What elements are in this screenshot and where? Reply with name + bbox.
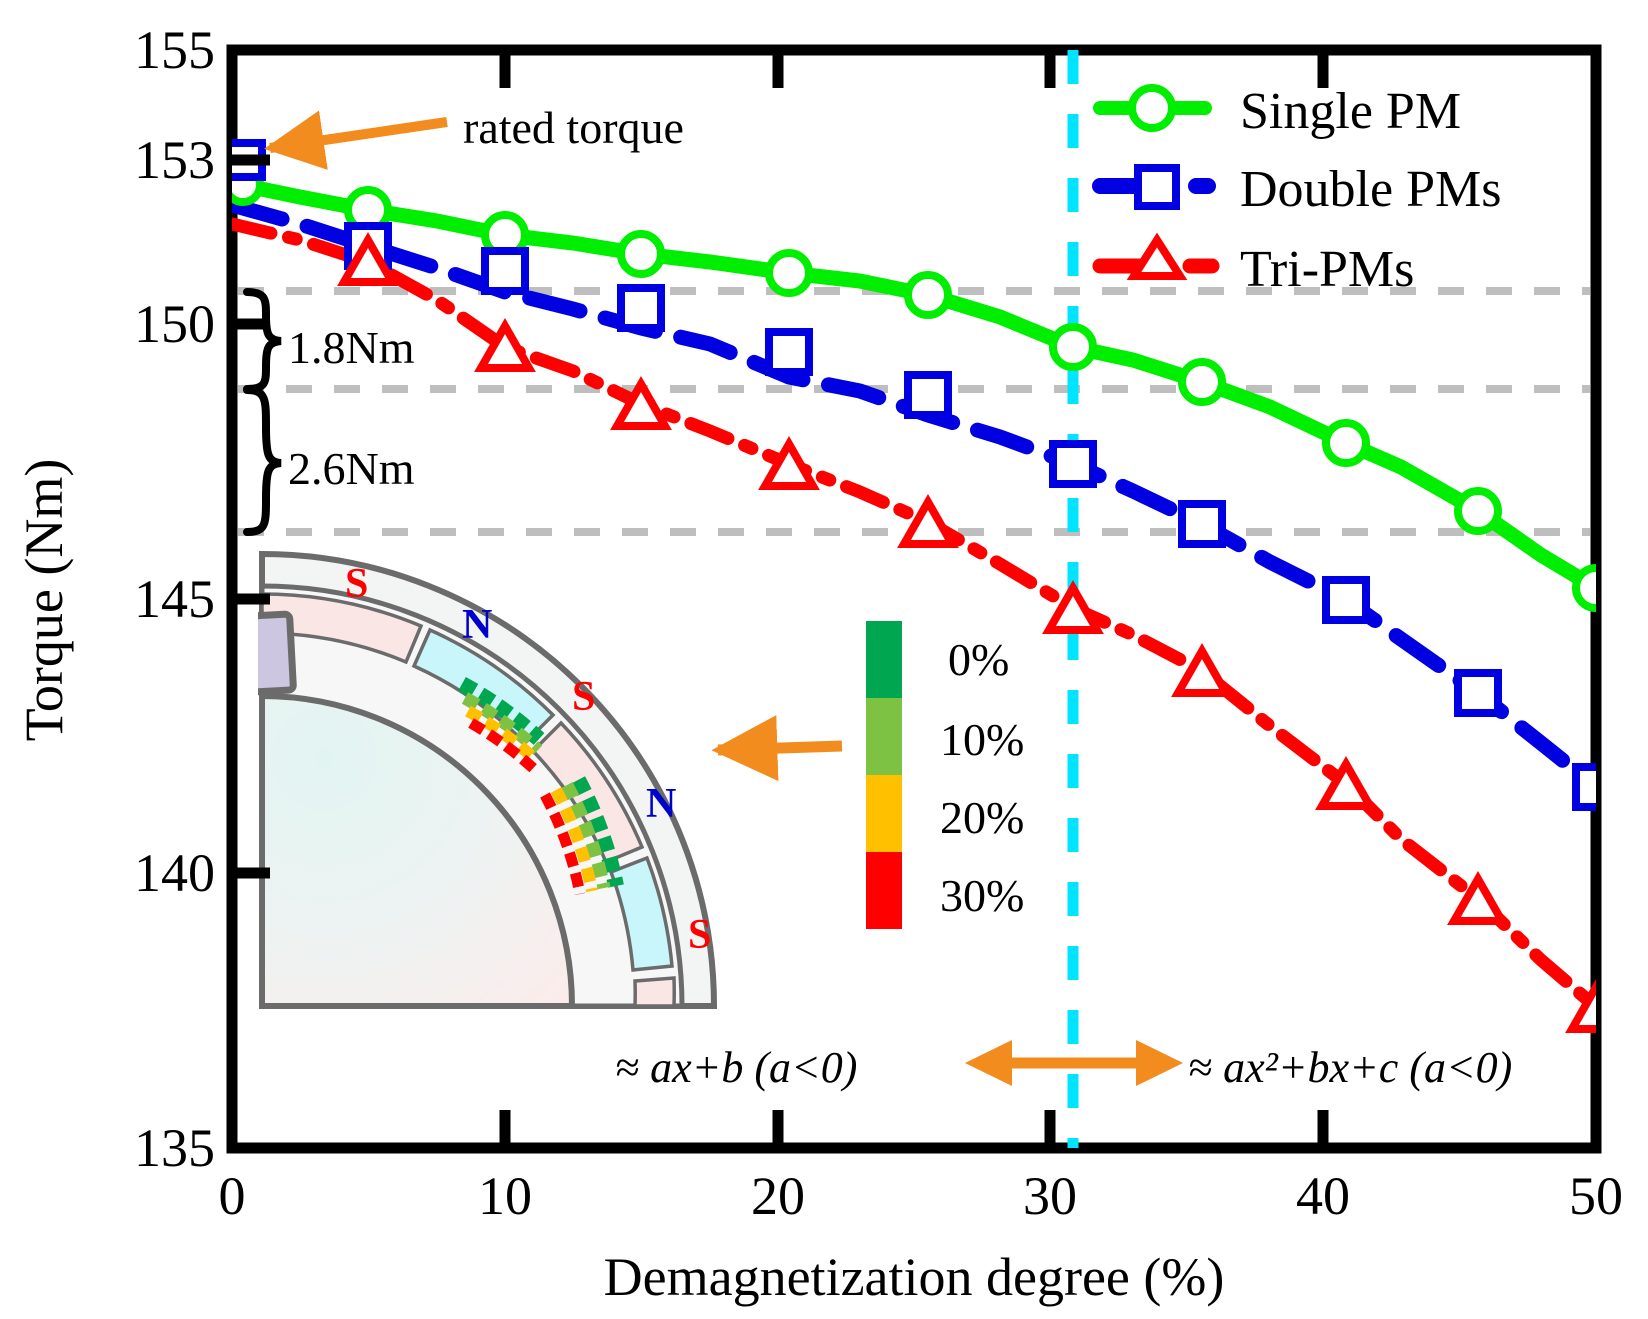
pole-label-s3: S	[688, 912, 711, 958]
pole-label-s2: S	[572, 674, 595, 720]
y-axis-title: Torque (Nm)	[14, 459, 74, 742]
colorbar-swatch-0	[866, 621, 902, 698]
y-tick-150: 150	[134, 294, 215, 354]
y-axis-tick-labels: 155 153 150 145 140 135	[134, 20, 215, 1178]
x-axis-title: Demagnetization degree (%)	[604, 1247, 1225, 1307]
colorbar-label-10: 10%	[940, 714, 1024, 765]
rated-torque-label: rated torque	[463, 102, 684, 153]
colorbar-pointer-arrow	[711, 715, 843, 782]
x-axis-ticks	[499, 50, 1329, 1148]
x-axis-tick-labels: 0 10 20 30 40 50	[219, 1166, 1624, 1226]
demagnetization-overlay	[458, 676, 624, 896]
x-tick-40: 40	[1296, 1166, 1350, 1226]
legend-marker-circle-icon	[1128, 84, 1176, 132]
colorbar-swatch-10	[866, 698, 902, 775]
series-markers-tri-pms	[337, 231, 1596, 1033]
y-tick-140: 140	[134, 843, 215, 903]
rated-torque-annotation: rated torque	[264, 102, 684, 170]
y-tick-155: 155	[134, 20, 215, 80]
colorbar-swatch-20	[866, 775, 902, 852]
legend-label-double-pms: Double PMs	[1240, 161, 1501, 218]
double-arrow-icon	[965, 1040, 1183, 1086]
y-tick-135: 135	[134, 1118, 215, 1178]
gap-brackets	[243, 288, 282, 536]
magnet-band	[260, 592, 676, 1008]
y-tick-153: 153	[134, 130, 215, 190]
colorbar-swatch-30	[866, 852, 902, 929]
legend-item-tri-pms[interactable]: Tri-PMs	[1092, 232, 1414, 298]
legend-label-tri-pms: Tri-PMs	[1240, 241, 1414, 298]
demagnetization-colorbar: 0% 10% 20% 30%	[866, 621, 1024, 929]
stator-slots	[258, 610, 297, 696]
pole-label-n1: N	[462, 602, 492, 648]
x-tick-20: 20	[751, 1166, 805, 1226]
legend-label-single-pm: Single PM	[1240, 83, 1461, 140]
motor-cross-section-inset: S N S N S	[258, 550, 718, 1009]
legend-marker-triangle-icon	[1126, 232, 1188, 280]
colorbar-label-30: 30%	[940, 870, 1024, 921]
legend-item-single-pm[interactable]: Single PM	[1093, 83, 1461, 140]
formula-right-label: ≈ ax²+bx+c (a<0)	[1188, 1043, 1512, 1092]
gap-label-lower: 2.6Nm	[288, 443, 415, 494]
x-tick-50: 50	[1569, 1166, 1623, 1226]
pole-label-n2: N	[646, 781, 676, 827]
x-tick-30: 30	[1023, 1166, 1077, 1226]
colorbar-label-20: 20%	[940, 792, 1024, 843]
x-tick-10: 10	[478, 1166, 532, 1226]
gap-label-upper: 1.8Nm	[288, 322, 415, 373]
formula-left-label: ≈ ax+b (a<0)	[615, 1043, 857, 1092]
legend-marker-square-icon	[1134, 164, 1180, 210]
colorbar-label-0: 0%	[948, 634, 1009, 685]
legend-item-double-pms[interactable]: Double PMs	[1092, 161, 1501, 218]
pole-label-s1: S	[345, 561, 368, 607]
region-formula-annotations: ≈ ax+b (a<0) ≈ ax²+bx+c (a<0)	[615, 1040, 1512, 1092]
y-tick-145: 145	[134, 569, 215, 629]
data-series-group	[232, 139, 1596, 1033]
series-markers-single-pm	[232, 164, 1596, 612]
x-tick-0: 0	[219, 1166, 246, 1226]
legend: Single PM Double PMs Tri-PMs	[1092, 83, 1501, 298]
